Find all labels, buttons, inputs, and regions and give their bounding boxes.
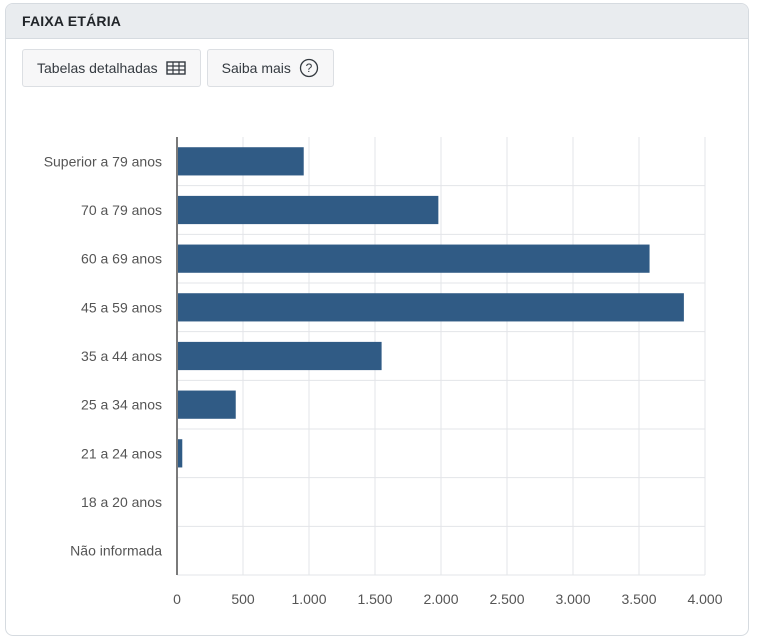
x-tick-label: 1.500	[357, 591, 392, 607]
bar	[177, 439, 183, 468]
y-tick-label: 18 a 20 anos	[81, 494, 162, 510]
x-tick-label: 1.000	[291, 591, 326, 607]
panel-title: FAIXA ETÁRIA	[22, 13, 122, 29]
y-tick-label: Não informada	[70, 543, 162, 559]
help-circle-icon: ?	[299, 58, 319, 78]
y-tick-label: Superior a 79 anos	[44, 153, 162, 169]
y-tick-label: 25 a 34 anos	[81, 397, 162, 413]
table-icon	[165, 61, 186, 75]
learn-more-button[interactable]: Saiba mais ?	[206, 49, 334, 87]
x-tick-label: 3.500	[621, 591, 656, 607]
detailed-tables-label: Tabelas detalhadas	[37, 60, 158, 76]
bar	[177, 341, 382, 371]
bar	[177, 244, 650, 273]
x-tick-label: 2.500	[489, 591, 524, 607]
y-tick-label: 70 a 79 anos	[81, 202, 162, 218]
y-tick-label: 21 a 24 anos	[81, 445, 162, 461]
y-tick-label: 60 a 69 anos	[81, 251, 162, 267]
x-tick-label: 2.000	[423, 591, 458, 607]
x-tick-label: 0	[173, 591, 181, 607]
svg-text:?: ?	[306, 61, 313, 75]
learn-more-label: Saiba mais	[221, 60, 291, 76]
x-tick-label: 500	[231, 591, 255, 607]
toolbar: Tabelas detalhadas Saiba mais ?	[22, 49, 334, 87]
y-tick-label: 35 a 44 anos	[81, 348, 162, 364]
x-tick-label: 4.000	[687, 591, 722, 607]
bar	[177, 147, 304, 176]
detailed-tables-button[interactable]: Tabelas detalhadas	[22, 49, 201, 87]
bar	[177, 390, 236, 419]
bar	[177, 195, 439, 225]
panel-header: FAIXA ETÁRIA	[6, 4, 748, 39]
y-tick-label: 45 a 59 anos	[81, 299, 162, 315]
x-tick-label: 3.000	[555, 591, 590, 607]
bar	[177, 293, 684, 322]
